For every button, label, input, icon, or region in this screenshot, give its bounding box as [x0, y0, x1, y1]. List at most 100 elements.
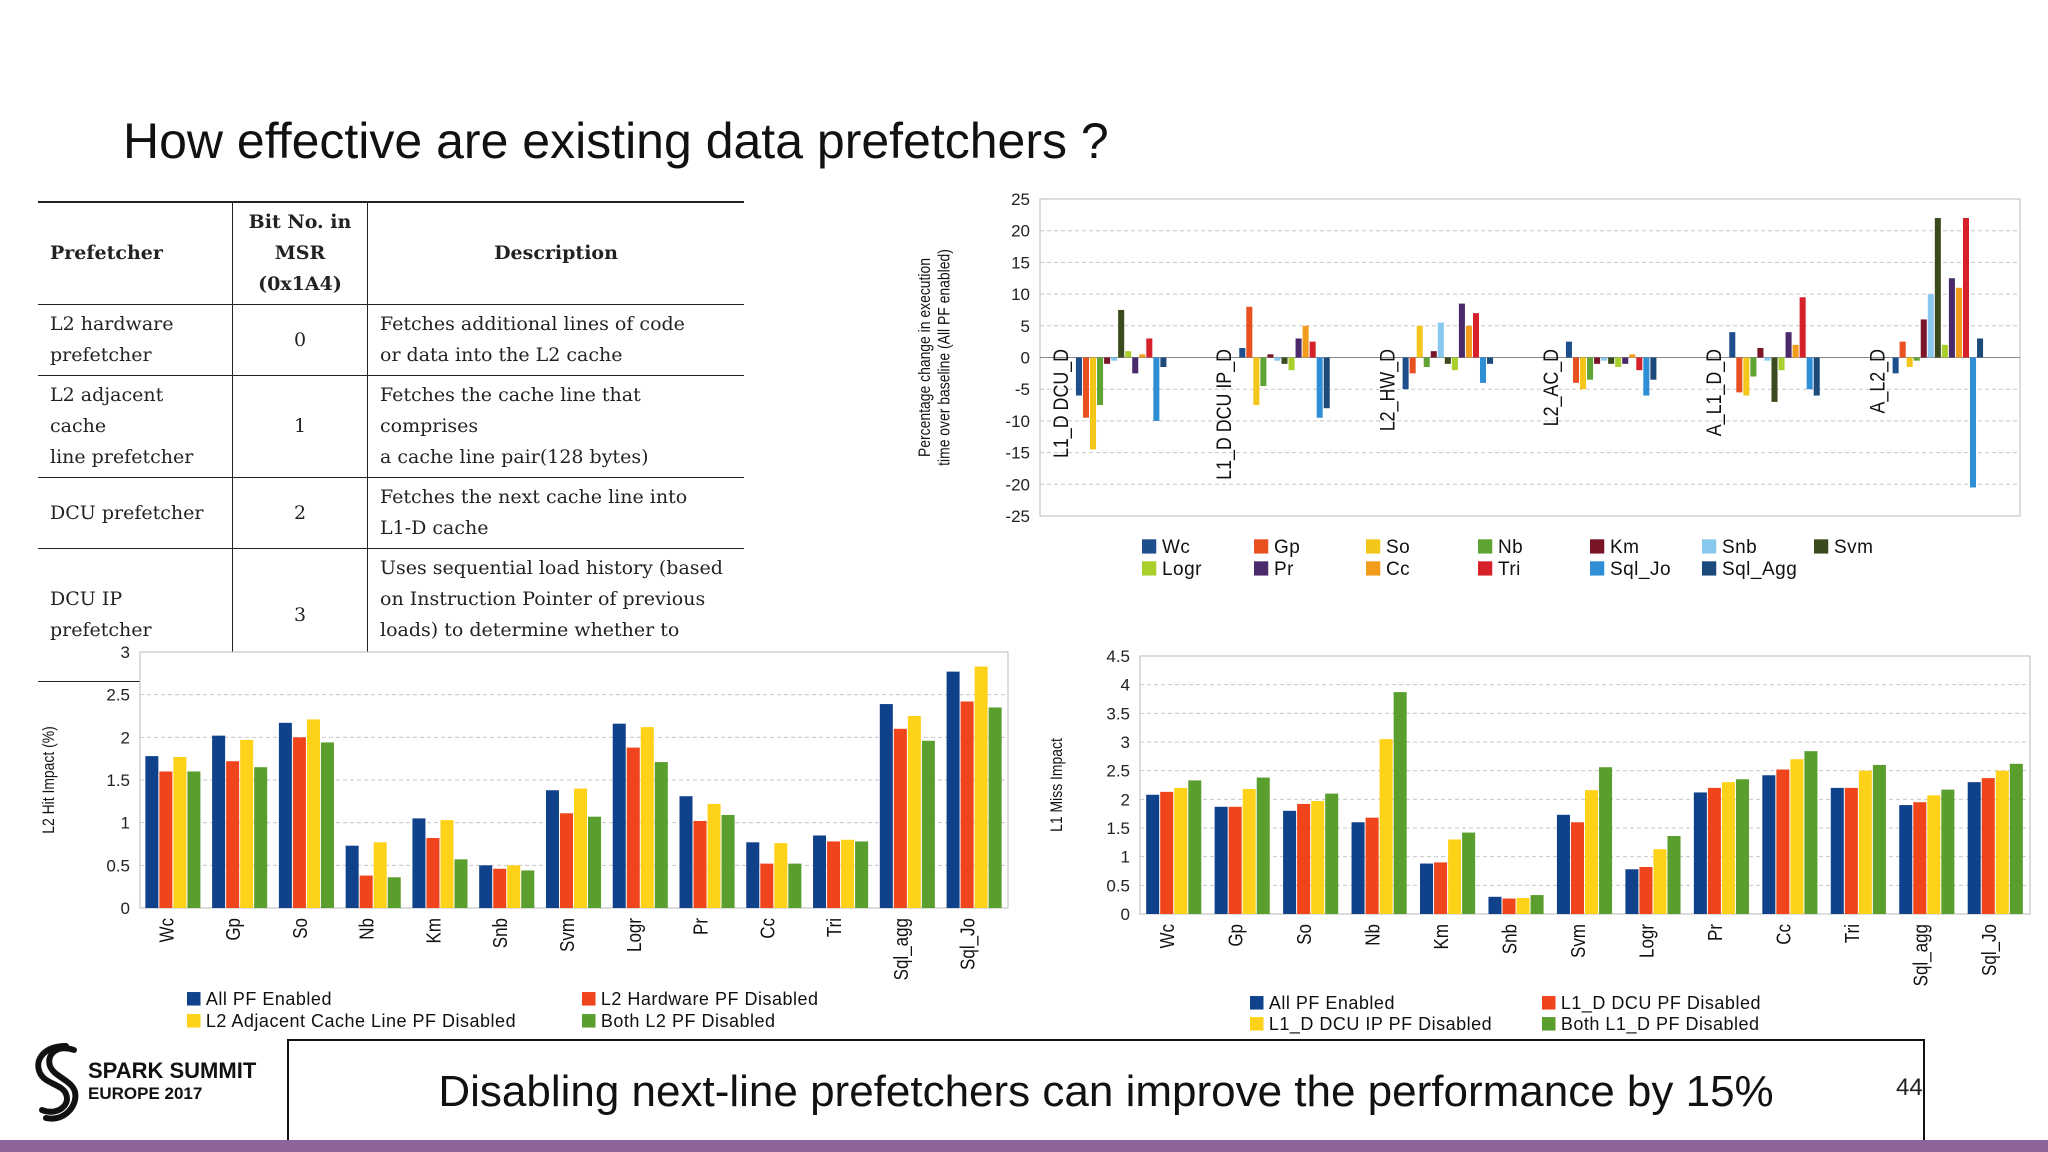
- bar: [1601, 357, 1608, 361]
- bar: [1778, 357, 1785, 371]
- bar: [1707, 787, 1721, 914]
- bar: [320, 742, 334, 908]
- bar: [387, 877, 401, 908]
- bar: [1458, 303, 1465, 358]
- y-tick-label: 0.5: [1106, 876, 1130, 895]
- y-tick-label: 0: [1021, 349, 1030, 368]
- x-category-label: Svm: [556, 918, 579, 952]
- bar: [1281, 357, 1288, 364]
- bar: [1735, 779, 1749, 914]
- legend-swatch: [1366, 561, 1381, 576]
- x-category-label: Logr: [1635, 924, 1658, 958]
- legend-swatch: [1542, 996, 1556, 1010]
- bar: [746, 842, 760, 908]
- legend-swatch: [187, 992, 201, 1006]
- bar: [1174, 787, 1188, 914]
- chart-l2-hit-impact: 3 2.5 2 1.5 1 0.5 0 L2 Hit Impact (%) Wc Gp So Nb Km…: [40, 643, 1009, 1031]
- bar: [1302, 325, 1309, 358]
- legend-swatch: [582, 1014, 596, 1028]
- legend-swatch: [1542, 1017, 1556, 1031]
- bar: [1906, 357, 1913, 368]
- bar: [1228, 806, 1242, 914]
- legend-swatch: [1590, 561, 1605, 576]
- bar: [1629, 354, 1636, 358]
- bar: [1899, 341, 1906, 358]
- x-category-label: Km: [1430, 924, 1453, 949]
- y-axis-label-line: Percentage change in execution: [916, 258, 935, 457]
- prefetcher-description: Fetches the cache line that comprises a c…: [380, 384, 649, 468]
- bar: [1309, 341, 1316, 358]
- bar: [306, 719, 320, 908]
- bar: [1283, 810, 1297, 914]
- page-number: 44: [1896, 1074, 1923, 1101]
- bar: [1323, 357, 1330, 409]
- legend-label: Nb: [1498, 537, 1523, 558]
- legend-label: Logr: [1162, 559, 1202, 580]
- x-category-label: Gp: [222, 918, 245, 941]
- y-tick-label: 4: [1121, 676, 1130, 695]
- bar: [173, 756, 187, 908]
- legend-swatch: [1590, 539, 1605, 554]
- bar: [1622, 357, 1629, 364]
- bar: [1995, 770, 2009, 914]
- bar: [1437, 322, 1444, 358]
- bar: [960, 701, 974, 908]
- x-category-label: Nb: [355, 918, 378, 940]
- bar: [1927, 795, 1941, 914]
- bar: [707, 803, 721, 908]
- legend-swatch: [1814, 539, 1829, 554]
- bar: [1242, 789, 1256, 914]
- bar: [640, 727, 654, 908]
- x-category-label: A_L1_D_D: [1703, 349, 1727, 436]
- bar: [1104, 357, 1111, 364]
- bar: [1188, 780, 1202, 914]
- bar: [1274, 357, 1281, 361]
- prefetcher-name: L2 adjacent cache line prefetcher: [38, 375, 233, 478]
- x-category-label: Wc: [155, 918, 178, 943]
- prefetcher-name: L2 hardware prefetcher: [38, 304, 233, 376]
- bar: [855, 841, 869, 908]
- bar: [1402, 357, 1409, 390]
- bar: [1764, 357, 1771, 361]
- y-axis-label: L1 Miss Impact: [1048, 738, 1067, 832]
- prefetcher-description: Fetches additional lines of code or data …: [380, 313, 685, 366]
- bar: [841, 839, 855, 908]
- x-category-label: Cc: [756, 918, 779, 939]
- bit-number: 2: [232, 477, 368, 549]
- bar: [1585, 790, 1599, 914]
- y-tick-label: 2.5: [106, 686, 130, 705]
- legend-label: Sql_Jo: [1610, 559, 1671, 580]
- legend-label: Snb: [1722, 537, 1757, 558]
- bar: [1792, 344, 1799, 358]
- legend-label: Both L2 PF Disabled: [601, 1011, 776, 1031]
- x-category-label: L1_D DCU IP_D: [1213, 349, 1237, 480]
- bar: [1434, 862, 1448, 914]
- y-axis-label-line: L2 Hit Impact (%): [40, 726, 59, 834]
- x-category-label: Nb: [1361, 924, 1384, 946]
- x-category-label: Snb: [489, 918, 512, 948]
- bar: [1608, 357, 1615, 364]
- table-body: L2 hardware prefetcher 0 Fetches additional…: [38, 304, 744, 682]
- bar: [1636, 357, 1643, 371]
- bar: [1594, 357, 1601, 364]
- bar: [545, 790, 559, 908]
- y-tick-label: 0.5: [106, 856, 130, 875]
- bar: [788, 863, 802, 908]
- bar: [2009, 763, 2023, 914]
- y-tick-label: 5: [1021, 317, 1030, 336]
- x-category-label: Logr: [622, 918, 645, 952]
- bar: [1813, 357, 1820, 396]
- prefetcher-name: DCU prefetcher: [38, 477, 233, 549]
- bar: [1488, 896, 1502, 914]
- bar: [721, 814, 735, 908]
- bar: [1762, 775, 1776, 914]
- bar: [1325, 793, 1339, 914]
- bar: [1962, 218, 1969, 358]
- bar: [574, 788, 588, 908]
- callout-box: Disabling next-line prefetchers can impr…: [287, 1039, 1925, 1145]
- bar: [1472, 313, 1479, 358]
- y-tick-label: 1.5: [106, 771, 130, 790]
- x-category-label: Tri: [1841, 924, 1864, 943]
- y-tick-label: 2: [121, 728, 130, 747]
- bar: [1667, 836, 1681, 914]
